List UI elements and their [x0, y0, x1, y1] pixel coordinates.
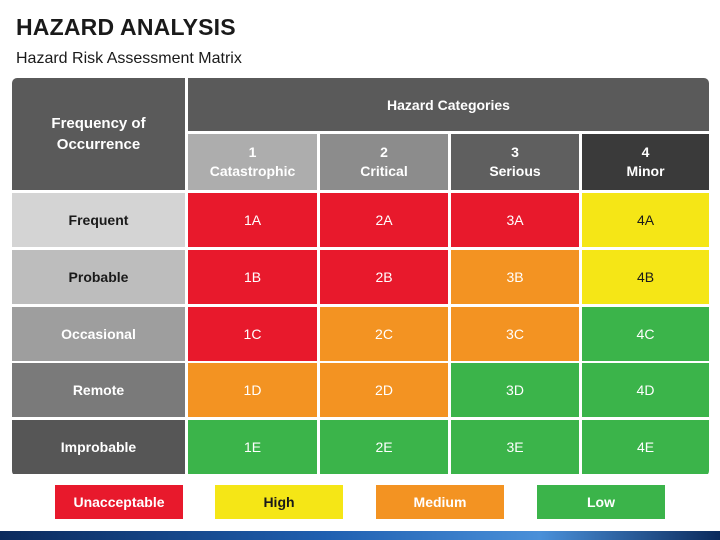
risk-cell-4c: 4C: [582, 307, 709, 361]
risk-cell-2c: 2C: [320, 307, 448, 361]
category-header-2: 2 Critical: [320, 134, 448, 190]
category-number: 4: [641, 144, 650, 160]
category-label: Critical: [360, 163, 408, 179]
frequency-header-line2: Occurrence: [56, 136, 141, 153]
risk-cell-3c: 3C: [451, 307, 579, 361]
risk-cell-2a: 2A: [320, 193, 448, 247]
legend-unacceptable: Unacceptable: [55, 485, 183, 519]
risk-cell-4a: 4A: [582, 193, 709, 247]
category-label: Serious: [489, 163, 541, 179]
risk-cell-3a: 3A: [451, 193, 579, 247]
risk-cell-1a: 1A: [188, 193, 317, 247]
category-header-4: 4 Minor: [582, 134, 709, 190]
risk-cell-1c: 1C: [188, 307, 317, 361]
risk-cell-3d: 3D: [451, 363, 579, 417]
risk-cell-3b: 3B: [451, 250, 579, 304]
risk-cell-2e: 2E: [320, 420, 448, 474]
frequency-row-remote: Remote: [12, 363, 185, 417]
category-label: Catastrophic: [209, 163, 296, 179]
risk-cell-4d: 4D: [582, 363, 709, 417]
risk-cell-1e: 1E: [188, 420, 317, 474]
category-number: 2: [380, 144, 388, 160]
risk-matrix: Frequency of Occurrence Hazard Categorie…: [12, 78, 709, 476]
risk-cell-1d: 1D: [188, 363, 317, 417]
category-header-1: 1 Catastrophic: [188, 134, 317, 190]
frequency-row-improbable: Improbable: [12, 420, 185, 474]
category-number: 1: [248, 144, 257, 160]
page-title: HAZARD ANALYSIS: [16, 14, 236, 40]
risk-cell-2b: 2B: [320, 250, 448, 304]
page-subtitle: Hazard Risk Assessment Matrix: [16, 50, 242, 67]
frequency-row-probable: Probable: [12, 250, 185, 304]
risk-cell-3e: 3E: [451, 420, 579, 474]
hazard-categories-header: Hazard Categories: [188, 78, 709, 131]
frequency-header: Frequency of Occurrence: [12, 78, 185, 190]
category-number: 3: [511, 144, 519, 160]
category-label: Minor: [626, 163, 665, 179]
legend-low: Low: [537, 485, 665, 519]
legend-high: High: [215, 485, 343, 519]
risk-cell-4b: 4B: [582, 250, 709, 304]
footer-bar: [0, 531, 720, 540]
risk-cell-4e: 4E: [582, 420, 709, 474]
frequency-header-line1: Frequency of: [51, 115, 146, 132]
frequency-row-occasional: Occasional: [12, 307, 185, 361]
frequency-row-frequent: Frequent: [12, 193, 185, 247]
risk-cell-1b: 1B: [188, 250, 317, 304]
legend-medium: Medium: [376, 485, 504, 519]
category-header-3: 3 Serious: [451, 134, 579, 190]
risk-cell-2d: 2D: [320, 363, 448, 417]
